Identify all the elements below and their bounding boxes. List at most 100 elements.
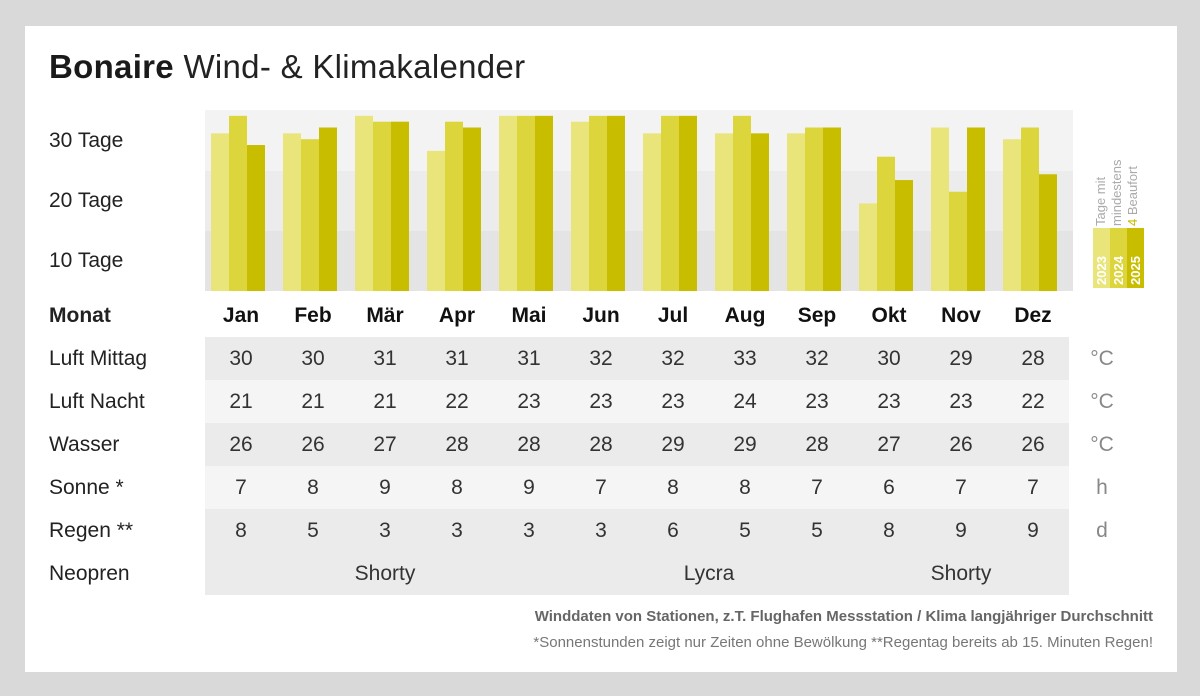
row-value: 3 — [565, 509, 637, 552]
row-value: 21 — [349, 380, 421, 423]
row-label: Sonne * — [49, 475, 124, 499]
header-label: Monat — [49, 303, 111, 327]
legend-line2: mindestens — [1109, 159, 1124, 226]
row-value: 27 — [853, 423, 925, 466]
month-header: Nov — [925, 294, 997, 337]
row-value: 5 — [709, 509, 781, 552]
row-value: 23 — [925, 380, 997, 423]
bar-Apr-2025 — [463, 127, 481, 291]
neopren-segment: Shorty — [205, 552, 565, 595]
bar-Sep-2024 — [805, 127, 823, 291]
row-value: 22 — [997, 380, 1069, 423]
row-unit: d — [1096, 518, 1108, 542]
row-value: 21 — [277, 380, 349, 423]
table-row: Luft Mittag 30 30 31 31 31 32 32 33 32 30 29 28 °C — [25, 337, 1135, 380]
bar-Feb-2024 — [301, 139, 319, 291]
bar-Okt-2023 — [859, 203, 877, 291]
bar-Jan-2023 — [211, 133, 229, 291]
row-value: 30 — [853, 337, 925, 380]
table-row: Luft Nacht 21 21 21 22 23 23 23 24 23 23 23 22 °C — [25, 380, 1135, 423]
row-value: 8 — [637, 466, 709, 509]
row-value: 23 — [565, 380, 637, 423]
row-value: 3 — [349, 509, 421, 552]
row-value: 5 — [277, 509, 349, 552]
row-value: 23 — [781, 380, 853, 423]
row-value: 26 — [997, 423, 1069, 466]
row-label: Wasser — [49, 432, 120, 456]
row-value: 29 — [709, 423, 781, 466]
row-value: 7 — [925, 466, 997, 509]
row-label: Luft Nacht — [49, 389, 145, 413]
bar-Feb-2025 — [319, 127, 337, 291]
table-row: Wasser 26 26 27 28 28 28 29 29 28 27 26 26 °C — [25, 423, 1135, 466]
row-value: 28 — [565, 423, 637, 466]
unit-spacer — [1069, 294, 1135, 337]
bar-Nov-2025 — [967, 127, 985, 291]
y-tick-20: 20 Tage — [49, 189, 124, 212]
legend-2025: 2025 — [1127, 228, 1144, 288]
bar-Jan-2025 — [247, 145, 265, 291]
y-tick-10: 10 Tage — [49, 249, 124, 272]
legend-2023: 2023 — [1093, 228, 1110, 288]
month-header: Okt — [853, 294, 925, 337]
row-value: 31 — [421, 337, 493, 380]
row-value: 23 — [493, 380, 565, 423]
row-value: 3 — [421, 509, 493, 552]
y-tick-30: 30 Tage — [49, 129, 124, 152]
row-value: 7 — [781, 466, 853, 509]
legend-line1: Tage mit — [1093, 176, 1108, 226]
bar-Dez-2024 — [1021, 127, 1039, 291]
row-value: 29 — [637, 423, 709, 466]
row-value: 21 — [205, 380, 277, 423]
row-value: 22 — [421, 380, 493, 423]
row-unit: °C — [1090, 389, 1114, 413]
month-header: Feb — [277, 294, 349, 337]
bar-Sep-2023 — [787, 133, 805, 291]
legend-line3: 4 Beaufort — [1125, 166, 1140, 226]
footer-note: *Sonnenstunden zeigt nur Zeiten ohne Bew… — [533, 634, 1153, 651]
bar-Dez-2025 — [1039, 174, 1057, 291]
bar-Mai-2025 — [535, 115, 553, 291]
row-value: 26 — [925, 423, 997, 466]
row-value: 9 — [493, 466, 565, 509]
bar-Dez-2023 — [1003, 139, 1021, 291]
row-value: 9 — [349, 466, 421, 509]
footer-source: Winddaten von Stationen, z.T. Flughafen … — [534, 608, 1153, 625]
row-value: 27 — [349, 423, 421, 466]
bar-Jun-2025 — [607, 115, 625, 291]
bar-Apr-2023 — [427, 150, 445, 291]
bar-Sep-2025 — [823, 127, 841, 291]
row-value: 33 — [709, 337, 781, 380]
row-value: 8 — [277, 466, 349, 509]
row-value: 6 — [853, 466, 925, 509]
bar-Mär-2025 — [391, 121, 409, 291]
neopren-segment: Lycra — [565, 552, 853, 595]
row-value: 8 — [205, 509, 277, 552]
neopren-row: Neopren Shorty Lycra Shorty — [25, 552, 1135, 595]
month-header: Jan — [205, 294, 277, 337]
bar-Okt-2024 — [877, 156, 895, 291]
row-value: 23 — [637, 380, 709, 423]
row-value: 28 — [997, 337, 1069, 380]
month-header: Jul — [637, 294, 709, 337]
page-title: Bonaire Wind- & Klimakalender — [49, 48, 525, 86]
table-row: Sonne * 7 8 9 8 9 7 8 8 7 6 7 7 h — [25, 466, 1135, 509]
row-label: Regen ** — [49, 518, 134, 542]
neopren-segment: Shorty — [853, 552, 1069, 595]
row-value: 7 — [997, 466, 1069, 509]
bar-Aug-2025 — [751, 133, 769, 291]
month-header: Mai — [493, 294, 565, 337]
month-header: Mär — [349, 294, 421, 337]
month-header: Dez — [997, 294, 1069, 337]
title-bold: Bonaire — [49, 48, 174, 85]
row-value: 32 — [565, 337, 637, 380]
row-value: 8 — [421, 466, 493, 509]
row-value: 5 — [781, 509, 853, 552]
bar-Apr-2024 — [445, 121, 463, 291]
row-value: 28 — [493, 423, 565, 466]
row-value: 6 — [637, 509, 709, 552]
bar-Jul-2025 — [679, 115, 697, 291]
row-value: 31 — [349, 337, 421, 380]
row-value: 9 — [925, 509, 997, 552]
chart-band — [205, 171, 1073, 231]
